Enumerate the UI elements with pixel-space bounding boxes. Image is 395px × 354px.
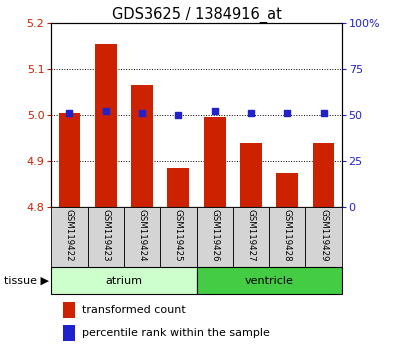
- Bar: [313, 143, 335, 207]
- Point: [211, 109, 218, 114]
- Bar: [240, 143, 262, 207]
- Point: [284, 110, 290, 116]
- Bar: [63, 302, 75, 318]
- Bar: [63, 325, 75, 341]
- Text: ventricle: ventricle: [245, 275, 293, 286]
- Bar: [88, 207, 124, 267]
- Bar: [233, 207, 269, 267]
- Point: [103, 109, 109, 114]
- Bar: [167, 168, 189, 207]
- Text: atrium: atrium: [105, 275, 143, 286]
- Bar: [51, 207, 88, 267]
- Text: transformed count: transformed count: [82, 305, 186, 315]
- Bar: [276, 173, 298, 207]
- Text: GSM119428: GSM119428: [283, 209, 292, 262]
- Point: [139, 110, 145, 116]
- Bar: [51, 267, 197, 294]
- Bar: [197, 207, 233, 267]
- Text: GSM119427: GSM119427: [246, 209, 256, 262]
- Text: percentile rank within the sample: percentile rank within the sample: [82, 328, 270, 338]
- Title: GDS3625 / 1384916_at: GDS3625 / 1384916_at: [111, 7, 282, 23]
- Bar: [269, 207, 305, 267]
- Bar: [204, 118, 226, 207]
- Text: GSM119426: GSM119426: [210, 209, 219, 262]
- Text: GSM119424: GSM119424: [137, 209, 147, 262]
- Bar: [160, 207, 197, 267]
- Bar: [197, 267, 342, 294]
- Text: GSM119422: GSM119422: [65, 209, 74, 262]
- Text: GSM119425: GSM119425: [174, 209, 183, 262]
- Point: [320, 110, 327, 116]
- Bar: [95, 44, 117, 207]
- Bar: [58, 113, 81, 207]
- Bar: [124, 207, 160, 267]
- Point: [175, 112, 182, 118]
- Text: GSM119429: GSM119429: [319, 209, 328, 261]
- Point: [66, 110, 73, 116]
- Point: [248, 110, 254, 116]
- Text: GSM119423: GSM119423: [101, 209, 110, 262]
- Text: tissue ▶: tissue ▶: [4, 275, 49, 286]
- Bar: [131, 85, 153, 207]
- Bar: [305, 207, 342, 267]
